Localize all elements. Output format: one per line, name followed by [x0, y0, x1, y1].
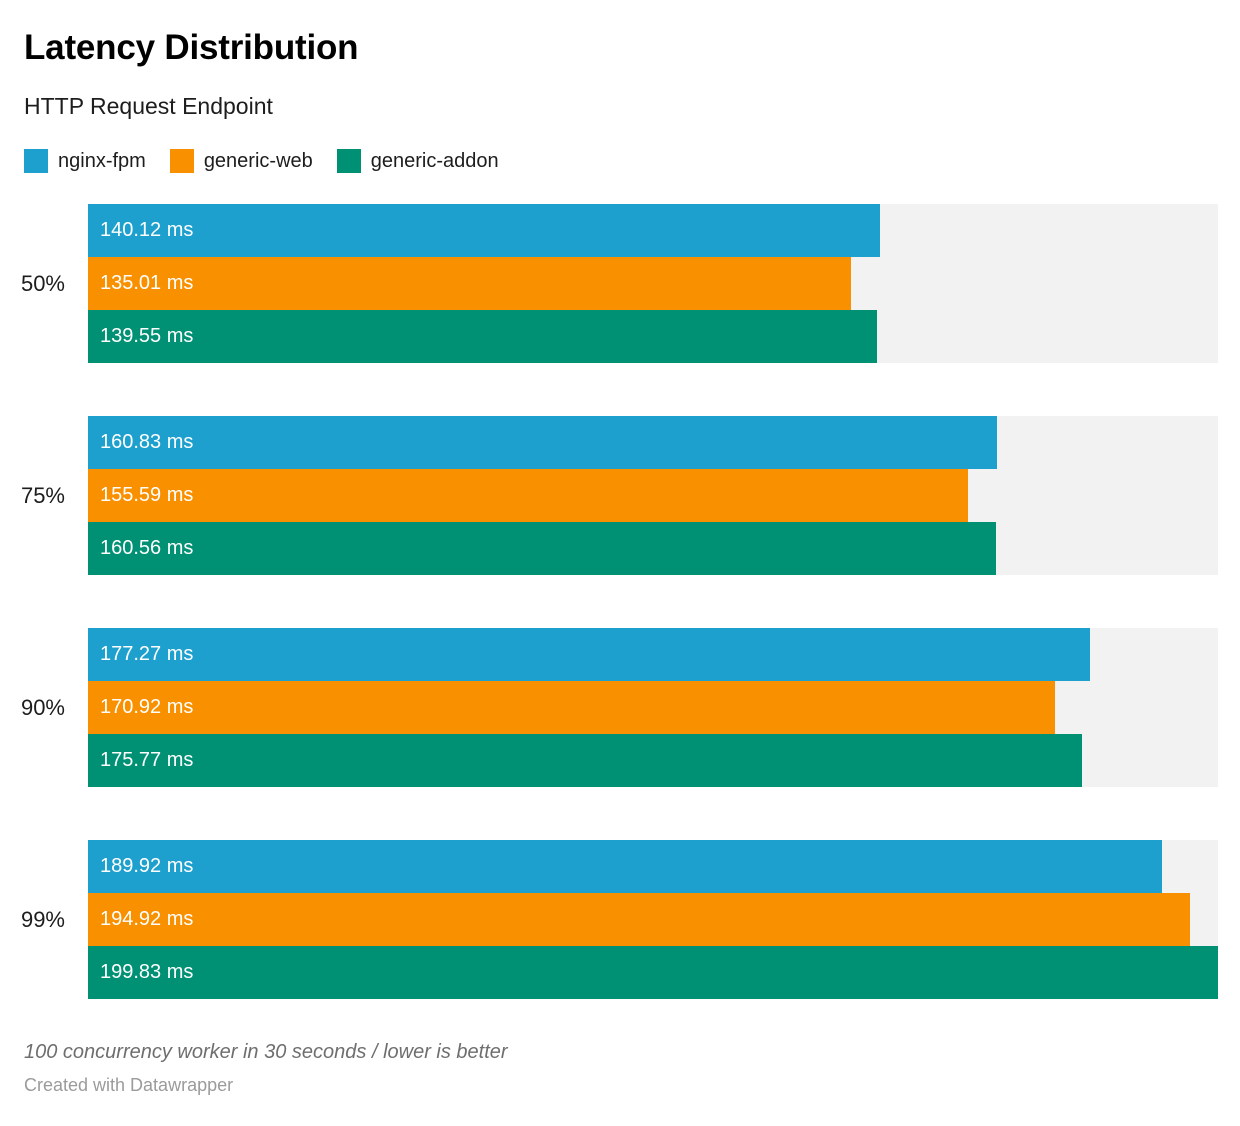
legend-swatch-generic-addon: [336, 149, 361, 174]
percentile-group-75: 75% 160.83 ms 155.59 ms 160.56 ms: [0, 416, 1218, 576]
bar-value-label: 189.92 ms: [100, 855, 194, 878]
bar-value-label: 140.12 ms: [100, 219, 194, 242]
bar-generic-web[interactable]: 194.92 ms: [88, 893, 1191, 947]
legend-label: generic-web: [203, 149, 313, 172]
legend-label: nginx-fpm: [58, 149, 146, 172]
bar-value-label: 175.77 ms: [100, 749, 194, 772]
bar-generic-web[interactable]: 135.01 ms: [88, 257, 852, 311]
chart-title: Latency Distribution: [24, 28, 359, 67]
bar-value-label: 177.27 ms: [100, 643, 194, 666]
bar-value-label: 194.92 ms: [100, 908, 194, 931]
legend-swatch-generic-web: [169, 149, 194, 174]
bar-chart: 50% 140.12 ms 135.01 ms 139.55 ms 75% 16…: [0, 204, 1218, 1000]
category-label: 90%: [20, 694, 65, 720]
bar-track: 160.83 ms 155.59 ms 160.56 ms: [88, 416, 1218, 576]
legend-item-generic-web: generic-web: [169, 149, 313, 174]
legend: nginx-fpm generic-web generic-addon: [24, 149, 1218, 174]
bar-generic-web[interactable]: 170.92 ms: [88, 681, 1055, 735]
legend-swatch-nginx-fpm: [24, 149, 48, 174]
bar-value-label: 135.01 ms: [100, 272, 194, 295]
bar-generic-addon[interactable]: 160.56 ms: [88, 522, 996, 576]
bar-nginx-fpm[interactable]: 177.27 ms: [88, 628, 1091, 682]
bar-nginx-fpm[interactable]: 140.12 ms: [88, 204, 881, 258]
legend-item-generic-addon: generic-addon: [336, 149, 499, 174]
bar-nginx-fpm[interactable]: 160.83 ms: [88, 416, 998, 470]
percentile-group-99: 99% 189.92 ms 194.92 ms 199.83 ms: [0, 840, 1218, 1000]
bar-generic-web[interactable]: 155.59 ms: [88, 469, 968, 523]
bar-track: 177.27 ms 170.92 ms 175.77 ms: [88, 628, 1218, 788]
chart-subtitle: HTTP Request Endpoint: [24, 93, 273, 120]
chart-page: Latency Distribution HTTP Request Endpoi…: [0, 28, 1218, 1096]
bar-track: 189.92 ms 194.92 ms 199.83 ms: [88, 840, 1218, 1000]
bar-value-label: 199.83 ms: [100, 961, 194, 984]
bar-value-label: 160.83 ms: [100, 431, 194, 454]
legend-label: generic-addon: [370, 149, 499, 172]
bar-generic-addon[interactable]: 199.83 ms: [88, 946, 1218, 1000]
category-label: 99%: [20, 906, 65, 932]
legend-item-nginx-fpm: nginx-fpm: [24, 149, 146, 174]
bar-nginx-fpm[interactable]: 189.92 ms: [88, 840, 1162, 894]
bar-track: 140.12 ms 135.01 ms 139.55 ms: [88, 204, 1218, 364]
bar-generic-addon[interactable]: 139.55 ms: [88, 310, 878, 364]
bar-value-label: 139.55 ms: [100, 325, 194, 348]
bar-value-label: 170.92 ms: [100, 696, 194, 719]
category-label: 75%: [20, 482, 65, 508]
datawrapper-attribution[interactable]: Created with Datawrapper: [24, 1075, 234, 1096]
percentile-group-50: 50% 140.12 ms 135.01 ms 139.55 ms: [0, 204, 1218, 364]
bar-value-label: 160.56 ms: [100, 537, 194, 560]
bar-generic-addon[interactable]: 175.77 ms: [88, 734, 1082, 788]
chart-note: 100 concurrency worker in 30 seconds / l…: [24, 1041, 508, 1064]
bar-value-label: 155.59 ms: [100, 484, 194, 507]
category-label: 50%: [20, 270, 65, 296]
percentile-group-90: 90% 177.27 ms 170.92 ms 175.77 ms: [0, 628, 1218, 788]
